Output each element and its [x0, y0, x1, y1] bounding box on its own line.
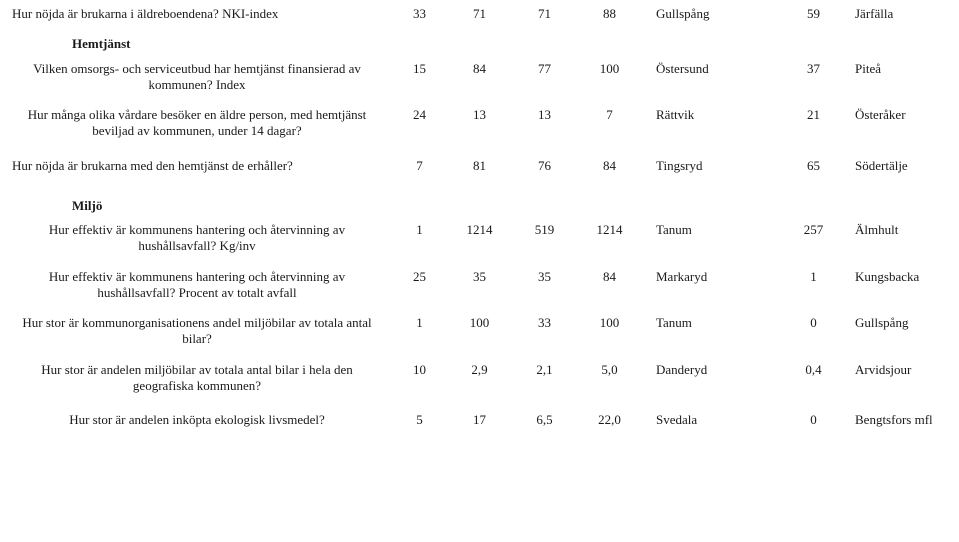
page: Hur nöjda är brukarna i äldreboendena? N… [0, 0, 959, 452]
worst-muni: Arvidsjour [841, 362, 959, 378]
col-3: 71 [512, 6, 577, 22]
col-1: 1 [392, 315, 447, 331]
col-4: 100 [577, 315, 642, 331]
table-row: Hur effektiv är kommunens hantering och … [12, 269, 947, 302]
best-num: 0 [786, 412, 841, 428]
values: 25 35 35 84 Markaryd 1 Kungsbacka [392, 269, 959, 285]
col-3: 77 [512, 61, 577, 77]
worst-muni: Kungsbacka [841, 269, 959, 285]
col-4: 88 [577, 6, 642, 22]
col-2: 13 [447, 107, 512, 123]
col-3: 76 [512, 158, 577, 174]
best-num: 21 [786, 107, 841, 123]
best-muni: Svedala [642, 412, 786, 428]
table-row: Hur nöjda är brukarna med den hemtjänst … [12, 158, 947, 174]
col-3: 13 [512, 107, 577, 123]
col-4: 5,0 [577, 362, 642, 378]
best-num: 0,4 [786, 362, 841, 378]
values: 1 100 33 100 Tanum 0 Gullspång [392, 315, 959, 331]
question-label: Hur nöjda är brukarna med den hemtjänst … [12, 158, 392, 174]
col-1: 1 [392, 222, 447, 238]
table-row: Hur många olika vårdare besöker en äldre… [12, 107, 947, 140]
col-2: 35 [447, 269, 512, 285]
best-num: 0 [786, 315, 841, 331]
best-muni: Markaryd [642, 269, 786, 285]
best-muni: Danderyd [642, 362, 786, 378]
col-4: 84 [577, 269, 642, 285]
table-row: Hur stor är andelen miljöbilar av totala… [12, 362, 947, 395]
worst-muni: Piteå [841, 61, 959, 77]
values: 10 2,9 2,1 5,0 Danderyd 0,4 Arvidsjour [392, 362, 959, 378]
col-3: 2,1 [512, 362, 577, 378]
section-hemtjanst: Hemtjänst [12, 36, 947, 52]
col-3: 519 [512, 222, 577, 238]
col-1: 10 [392, 362, 447, 378]
values: 1 1214 519 1214 Tanum 257 Älmhult [392, 222, 959, 238]
col-1: 5 [392, 412, 447, 428]
table-row: Hur stor är andelen inköpta ekologisk li… [12, 412, 947, 428]
col-2: 17 [447, 412, 512, 428]
col-2: 1214 [447, 222, 512, 238]
best-muni: Gullspång [642, 6, 786, 22]
table-row: Vilken omsorgs- och serviceutbud har hem… [12, 61, 947, 94]
col-1: 25 [392, 269, 447, 285]
question-label: Hur nöjda är brukarna i äldreboendena? N… [12, 6, 392, 22]
best-muni: Rättvik [642, 107, 786, 123]
worst-muni: Gullspång [841, 315, 959, 331]
values: 5 17 6,5 22,0 Svedala 0 Bengtsfors mfl [392, 412, 959, 428]
col-4: 1214 [577, 222, 642, 238]
values: 33 71 71 88 Gullspång 59 Järfälla [392, 6, 959, 22]
col-4: 7 [577, 107, 642, 123]
col-2: 81 [447, 158, 512, 174]
col-2: 71 [447, 6, 512, 22]
best-muni: Östersund [642, 61, 786, 77]
col-3: 33 [512, 315, 577, 331]
question-label: Vilken omsorgs- och serviceutbud har hem… [12, 61, 392, 94]
col-2: 100 [447, 315, 512, 331]
values: 15 84 77 100 Östersund 37 Piteå [392, 61, 959, 77]
best-num: 65 [786, 158, 841, 174]
question-label: Hur stor är andelen inköpta ekologisk li… [12, 412, 392, 428]
col-4: 84 [577, 158, 642, 174]
col-2: 84 [447, 61, 512, 77]
question-label: Hur effektiv är kommunens hantering och … [12, 222, 392, 255]
best-muni: Tanum [642, 222, 786, 238]
question-label: Hur effektiv är kommunens hantering och … [12, 269, 392, 302]
question-label: Hur stor är kommunorganisationens andel … [12, 315, 392, 348]
col-1: 24 [392, 107, 447, 123]
best-num: 1 [786, 269, 841, 285]
col-1: 7 [392, 158, 447, 174]
worst-muni: Älmhult [841, 222, 959, 238]
worst-muni: Österåker [841, 107, 959, 123]
table-row: Hur nöjda är brukarna i äldreboendena? N… [12, 6, 947, 22]
worst-muni: Bengtsfors mfl [841, 412, 959, 428]
col-3: 6,5 [512, 412, 577, 428]
col-4: 22,0 [577, 412, 642, 428]
section-miljo: Miljö [12, 198, 947, 214]
best-muni: Tingsryd [642, 158, 786, 174]
col-1: 15 [392, 61, 447, 77]
col-1: 33 [392, 6, 447, 22]
values: 24 13 13 7 Rättvik 21 Österåker [392, 107, 959, 123]
col-4: 100 [577, 61, 642, 77]
best-num: 37 [786, 61, 841, 77]
col-2: 2,9 [447, 362, 512, 378]
col-3: 35 [512, 269, 577, 285]
worst-muni: Järfälla [841, 6, 959, 22]
worst-muni: Södertälje [841, 158, 959, 174]
best-num: 59 [786, 6, 841, 22]
question-label: Hur många olika vårdare besöker en äldre… [12, 107, 392, 140]
best-muni: Tanum [642, 315, 786, 331]
best-num: 257 [786, 222, 841, 238]
values: 7 81 76 84 Tingsryd 65 Södertälje [392, 158, 959, 174]
table-row: Hur stor är kommunorganisationens andel … [12, 315, 947, 348]
question-label: Hur stor är andelen miljöbilar av totala… [12, 362, 392, 395]
table-row: Hur effektiv är kommunens hantering och … [12, 222, 947, 255]
